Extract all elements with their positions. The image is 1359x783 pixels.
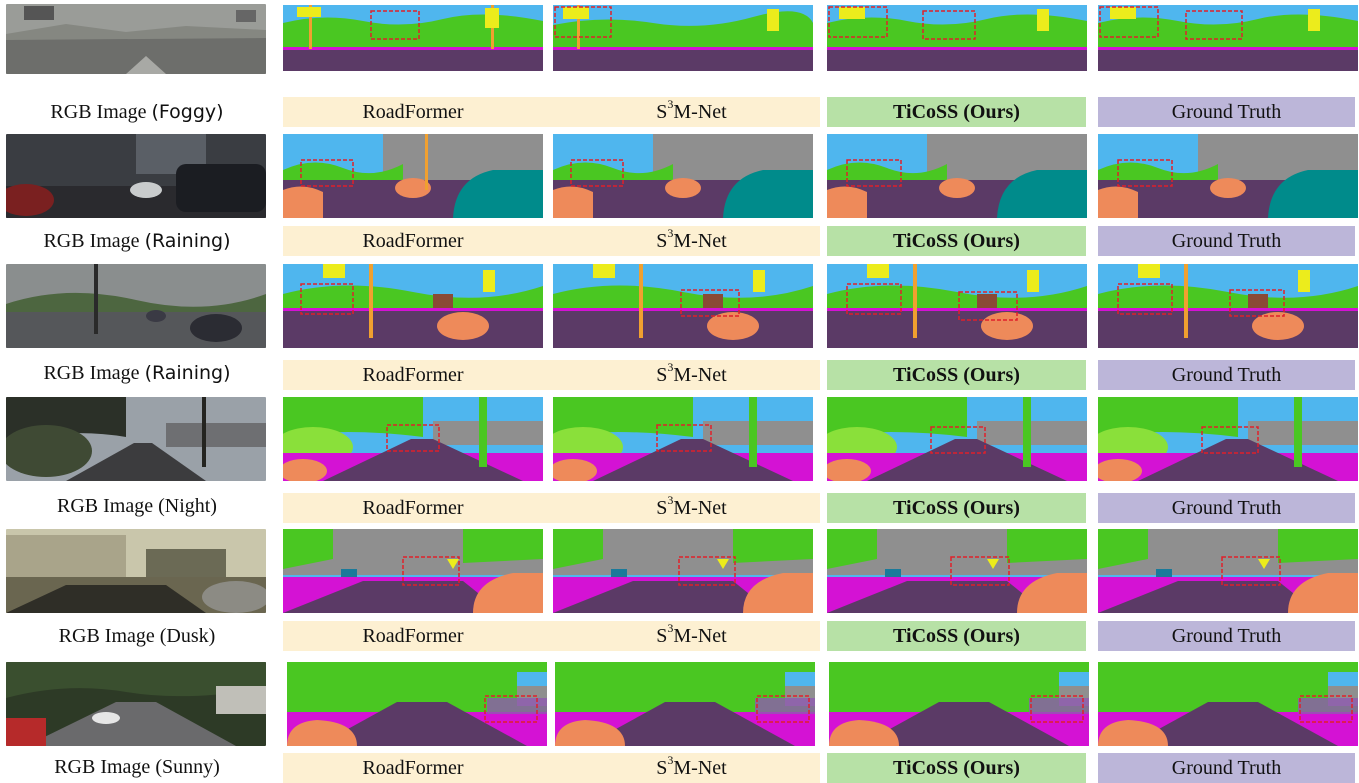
seg-s3mnet: [555, 662, 815, 746]
gt-label-band: Ground Truth: [1098, 493, 1355, 523]
seg-ticoss: [827, 5, 1087, 71]
label-ticoss: TiCoSS (Ours): [893, 625, 1020, 647]
rgb-image-dusk: [6, 529, 266, 613]
rgb-image-night: [6, 397, 266, 481]
gt-label-band: Ground Truth: [1098, 97, 1355, 127]
rgb-image-raining: [6, 264, 266, 348]
ours-label-band: TiCoSS (Ours): [827, 493, 1086, 523]
baseline-label-band: RoadFormer S3M-Net: [283, 493, 820, 523]
seg-ground-truth: [1098, 397, 1358, 481]
seg-roadformer: [283, 397, 543, 481]
seg-ground-truth: [1098, 264, 1358, 348]
seg-ticoss: [827, 397, 1087, 481]
seg-ground-truth: [1098, 529, 1358, 613]
seg-roadformer: [283, 134, 543, 218]
label-ticoss: TiCoSS (Ours): [893, 364, 1020, 386]
label-roadformer: RoadFormer: [362, 230, 464, 252]
baseline-label-band: RoadFormer S3M-Net: [283, 360, 820, 390]
gt-label-band: Ground Truth: [1098, 621, 1355, 651]
seg-s3mnet: [553, 529, 813, 613]
seg-roadformer: [283, 529, 543, 613]
label-s3mnet: S3M-Net: [656, 360, 727, 386]
seg-roadformer: [283, 5, 543, 71]
baseline-label-band: RoadFormer S3M-Net: [283, 226, 820, 256]
seg-ticoss: [827, 134, 1087, 218]
rgb-image-sunny: [6, 662, 266, 746]
baseline-label-band: RoadFormer S3M-Net: [283, 753, 820, 783]
seg-ground-truth: [1098, 5, 1358, 71]
baseline-label-band: RoadFormer S3M-Net: [283, 621, 820, 651]
ours-label-band: TiCoSS (Ours): [827, 360, 1086, 390]
rgb-caption: RGB Image (Foggy): [50, 101, 224, 123]
label-ticoss: TiCoSS (Ours): [893, 497, 1020, 519]
seg-s3mnet: [553, 5, 813, 71]
label-s3mnet: S3M-Net: [656, 493, 727, 519]
label-roadformer: RoadFormer: [362, 625, 464, 647]
label-roadformer: RoadFormer: [362, 101, 464, 123]
rgb-caption: RGB Image (Raining): [43, 230, 231, 252]
seg-s3mnet: [553, 134, 813, 218]
ours-label-band: TiCoSS (Ours): [827, 753, 1086, 783]
label-ground-truth: Ground Truth: [1171, 497, 1282, 519]
ours-label-band: TiCoSS (Ours): [827, 226, 1086, 256]
seg-s3mnet: [553, 264, 813, 348]
label-roadformer: RoadFormer: [362, 757, 464, 779]
seg-ticoss: [829, 662, 1089, 746]
label-roadformer: RoadFormer: [362, 364, 464, 386]
label-ticoss: TiCoSS (Ours): [893, 230, 1020, 252]
label-ground-truth: Ground Truth: [1171, 364, 1282, 386]
rgb-caption: RGB Image (Night): [57, 495, 217, 517]
label-ground-truth: Ground Truth: [1171, 101, 1282, 123]
seg-roadformer: [287, 662, 547, 746]
weather-condition: (Sunny): [155, 756, 220, 778]
ours-label-band: TiCoSS (Ours): [827, 621, 1086, 651]
seg-ground-truth: [1098, 662, 1358, 746]
rgb-caption: RGB Image (Sunny): [54, 756, 220, 778]
seg-ticoss: [827, 529, 1087, 613]
label-ticoss: TiCoSS (Ours): [893, 101, 1020, 123]
label-roadformer: RoadFormer: [362, 497, 464, 519]
weather-condition: (Raining): [144, 362, 231, 384]
label-s3mnet: S3M-Net: [656, 753, 727, 779]
baseline-label-band: RoadFormer S3M-Net: [283, 97, 820, 127]
weather-condition: (Night): [158, 495, 217, 517]
gt-label-band: Ground Truth: [1098, 226, 1355, 256]
label-ticoss: TiCoSS (Ours): [893, 757, 1020, 779]
rgb-caption: RGB Image (Raining): [43, 362, 231, 384]
rgb-image-foggy: [6, 4, 266, 74]
weather-condition: (Dusk): [159, 625, 216, 647]
rgb-image-raining: [6, 134, 266, 218]
gt-label-band: Ground Truth: [1098, 753, 1355, 783]
weather-condition: (Raining): [144, 230, 231, 252]
label-s3mnet: S3M-Net: [656, 97, 727, 123]
seg-s3mnet: [553, 397, 813, 481]
label-s3mnet: S3M-Net: [656, 226, 727, 252]
seg-roadformer: [283, 264, 543, 348]
weather-condition: (Foggy): [151, 101, 224, 123]
label-ground-truth: Ground Truth: [1171, 625, 1282, 647]
ours-label-band: TiCoSS (Ours): [827, 97, 1086, 127]
seg-ticoss: [827, 264, 1087, 348]
rgb-caption: RGB Image (Dusk): [58, 625, 216, 647]
label-s3mnet: S3M-Net: [656, 621, 727, 647]
seg-ground-truth: [1098, 134, 1358, 218]
gt-label-band: Ground Truth: [1098, 360, 1355, 390]
label-ground-truth: Ground Truth: [1171, 230, 1282, 252]
label-ground-truth: Ground Truth: [1171, 757, 1282, 779]
